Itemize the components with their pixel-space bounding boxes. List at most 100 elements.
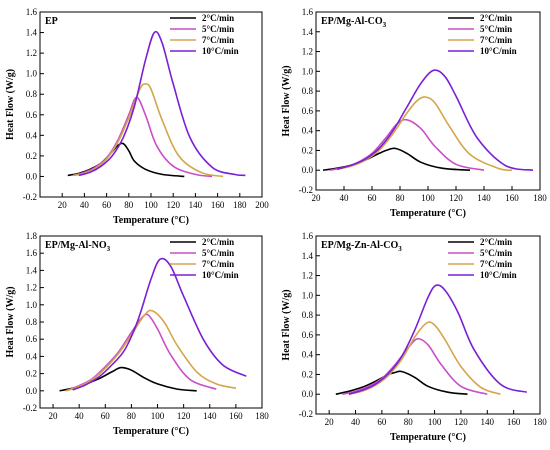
legend-label-1: 2°C/min	[480, 13, 512, 23]
y-axis-label: Heat Flow (W/g)	[281, 65, 292, 136]
series-line-4	[336, 69, 534, 171]
series-line-2	[73, 96, 213, 178]
x-tick-label: 100	[151, 411, 165, 421]
y-tick-label: 0.4	[26, 130, 38, 140]
y-tick-label: 1.6	[26, 248, 38, 258]
chart-panel-2: 20 40 60 80 100 120 140 160 180 -0.2 0.0 0.2 0.4 0.6 0…	[281, 7, 547, 219]
panel-title: EP/Mg-Al-NO3	[45, 240, 111, 253]
legend-label-2: 5°C/min	[480, 248, 512, 258]
x-tick-label: 120	[166, 200, 180, 210]
x-tick-label: 140	[477, 193, 491, 203]
x-tick-label: 160	[211, 200, 225, 210]
y-tick-label: 1.4	[302, 251, 314, 261]
y-tick-label: 1.2	[302, 271, 313, 281]
x-tick-label: 80	[396, 193, 406, 203]
x-tick-label: 60	[368, 193, 378, 203]
y-tick-label: 0.6	[26, 110, 38, 120]
y-tick-label: 0.4	[302, 350, 314, 360]
chart-panel-1: 20 40 60 80 100 120 140 160 180 200 -0.2 0.0 0.2 0.4 0…	[5, 7, 269, 226]
x-tick-label: 140	[203, 411, 217, 421]
panel-title: EP/Mg-Zn-Al-CO3	[321, 240, 402, 253]
series-line-3	[336, 96, 513, 171]
x-tick-label: 20	[49, 411, 59, 421]
x-tick-label: 80	[404, 417, 414, 427]
series-line-4	[72, 257, 247, 391]
y-tick-label: -0.2	[299, 185, 313, 195]
x-tick-label: 160	[505, 193, 519, 203]
x-tick-label: 200	[255, 200, 269, 210]
plot-frame	[315, 235, 541, 415]
y-tick-label: 1.0	[302, 66, 314, 76]
x-tick-label: 100	[428, 417, 442, 427]
y-tick-label: 0.0	[26, 171, 38, 181]
y-tick-label: 0.2	[26, 151, 37, 161]
y-tick-label: 1.2	[26, 283, 37, 293]
y-tick-label: 1.4	[26, 265, 38, 275]
y-tick-label: 0.2	[302, 369, 313, 379]
legend-label-2: 5°C/min	[202, 248, 234, 258]
chart-panel-3: 20 40 60 80 100 120 140 160 180 -0.2 0.0 0.2 0.4 0.6 0…	[5, 231, 269, 437]
x-tick-label: 180	[533, 417, 547, 427]
legend-label-2: 5°C/min	[202, 24, 234, 34]
legend-label-3: 7°C/min	[202, 35, 234, 45]
x-tick-label: 60	[101, 411, 111, 421]
x-tick-label: 60	[377, 417, 387, 427]
y-tick-label: 1.8	[26, 231, 38, 241]
y-tick-label: 1.0	[302, 290, 314, 300]
legend-label-1: 2°C/min	[480, 237, 512, 247]
x-tick-label: 80	[124, 200, 134, 210]
x-axis-label: Temperature (°C)	[113, 426, 189, 437]
x-tick-label: 160	[229, 411, 243, 421]
series-line-3	[73, 83, 224, 178]
x-tick-label: 140	[481, 417, 495, 427]
y-tick-label: 1.6	[302, 231, 314, 241]
x-tick-label: 180	[255, 411, 269, 421]
y-axis-label: Heat Flow (W/g)	[281, 289, 292, 360]
legend-label-4: 10°C/min	[202, 46, 239, 56]
x-tick-label: 40	[340, 193, 350, 203]
series-line-4	[78, 30, 246, 177]
y-tick-label: 1.2	[26, 48, 37, 58]
legend-label-1: 2°C/min	[202, 237, 234, 247]
legend-label-4: 10°C/min	[202, 270, 239, 280]
x-tick-label: 60	[102, 200, 112, 210]
x-axis-label: Temperature (°C)	[113, 215, 189, 226]
panel-title: EP	[45, 16, 58, 27]
x-tick-label: 120	[177, 411, 191, 421]
legend-label-3: 7°C/min	[202, 259, 234, 269]
chart-panel-4: 20 40 60 80 100 120 140 160 180 -0.2 0.0 0.2 0.4 0.6 0…	[281, 231, 547, 443]
y-tick-label: 0.6	[302, 330, 314, 340]
y-tick-label: 1.6	[26, 7, 38, 17]
x-tick-label: 80	[127, 411, 137, 421]
series-line-2	[65, 313, 217, 392]
y-tick-label: 0.8	[26, 317, 38, 327]
y-axis-label: Heat Flow (W/g)	[5, 286, 16, 357]
x-tick-label: 120	[449, 193, 463, 203]
y-tick-label: 0.2	[302, 145, 313, 155]
y-tick-label: 0.8	[302, 86, 314, 96]
x-tick-label: 40	[75, 411, 85, 421]
y-tick-label: 1.6	[302, 7, 314, 17]
x-tick-label: 100	[421, 193, 435, 203]
x-axis-label: Temperature (°C)	[390, 208, 466, 219]
x-tick-label: 140	[189, 200, 203, 210]
x-tick-label: 120	[454, 417, 468, 427]
x-tick-label: 180	[533, 193, 547, 203]
legend-label-4: 10°C/min	[480, 46, 517, 56]
y-tick-label: -0.2	[23, 192, 37, 202]
legend-label-4: 10°C/min	[480, 270, 517, 280]
x-tick-label: 20	[312, 193, 322, 203]
y-tick-label: 0.8	[302, 310, 314, 320]
y-tick-label: 1.4	[26, 28, 38, 38]
y-tick-label: 1.2	[302, 47, 313, 57]
x-tick-label: 20	[58, 200, 68, 210]
x-axis-label: Temperature (°C)	[390, 432, 466, 443]
y-tick-label: 0.4	[26, 351, 38, 361]
y-tick-label: 0.0	[26, 386, 38, 396]
y-axis-label: Heat Flow (W/g)	[5, 69, 16, 140]
x-tick-label: 180	[233, 200, 247, 210]
y-tick-label: 0.2	[26, 369, 37, 379]
y-tick-label: 0.8	[26, 89, 38, 99]
legend-label-2: 5°C/min	[480, 24, 512, 34]
